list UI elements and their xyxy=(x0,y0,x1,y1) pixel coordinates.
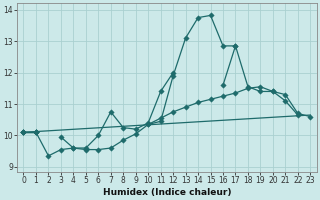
X-axis label: Humidex (Indice chaleur): Humidex (Indice chaleur) xyxy=(103,188,231,197)
